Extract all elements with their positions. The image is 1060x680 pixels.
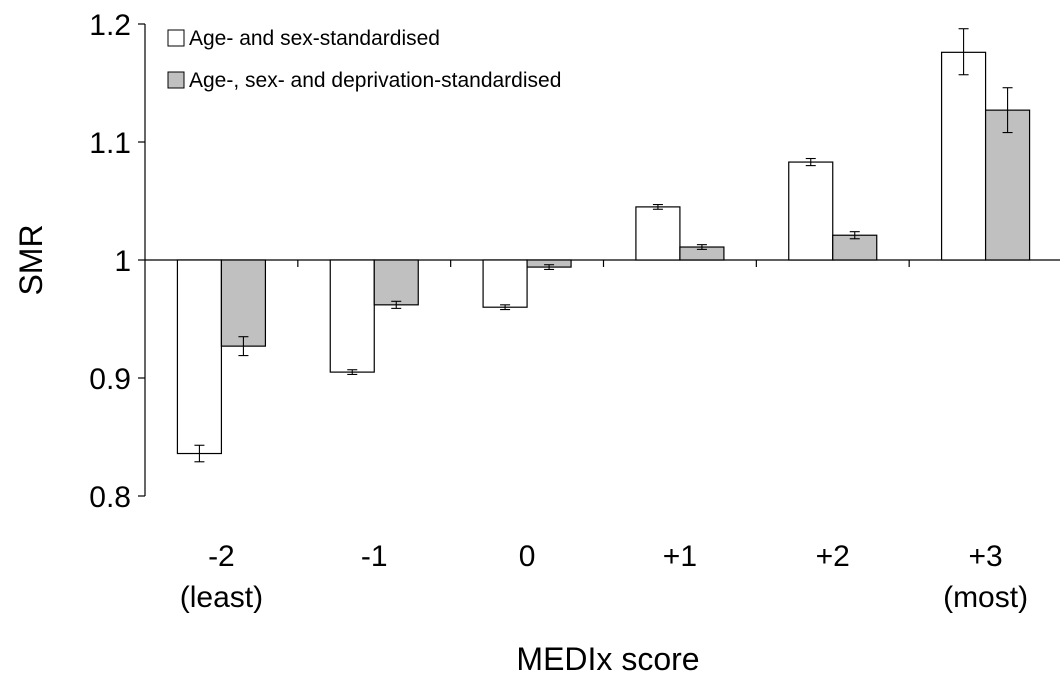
bar: [176, 259, 223, 455]
legend-swatch: [167, 29, 185, 47]
legend-swatch: [167, 71, 185, 89]
bar: [984, 109, 1031, 261]
x-tick-label: -2: [208, 540, 235, 573]
legend: Age- and sex-standardised Age-, sex- and …: [167, 27, 561, 92]
y-tick-label: 0.8: [89, 481, 131, 514]
bar: [832, 234, 878, 261]
bar: [220, 259, 267, 347]
y-tick-label: 1.2: [89, 9, 131, 42]
y-tick-label: 1: [114, 245, 131, 278]
x-tick-label: +3: [968, 540, 1002, 573]
bar: [940, 51, 987, 261]
bar: [329, 259, 375, 373]
x-axis-title: MEDIx score: [516, 641, 699, 677]
bar: [482, 259, 528, 308]
legend-label: Age- and sex-standardised: [189, 27, 440, 50]
bar: [788, 161, 834, 261]
x-tick-label: (most): [943, 581, 1028, 614]
axes: 0.8 0.9 1 1.1 1.2 -2 (least) -1 0 +1 +2 +3 (most): [89, 9, 1060, 614]
y-tick-label: 0.9: [89, 363, 131, 396]
y-axis-title: SMR: [13, 224, 49, 295]
bar: [635, 206, 681, 261]
bar: [373, 259, 419, 306]
x-tick-label: -1: [361, 540, 388, 573]
x-tick-label: +2: [816, 540, 850, 573]
x-tick-label: 0: [519, 540, 536, 573]
bars: [176, 28, 1031, 463]
y-tick-label: 1.1: [89, 127, 131, 160]
legend-label: Age-, sex- and deprivation-standardised: [189, 69, 561, 92]
x-tick-label: (least): [180, 581, 263, 614]
x-tick-label: +1: [663, 540, 697, 573]
